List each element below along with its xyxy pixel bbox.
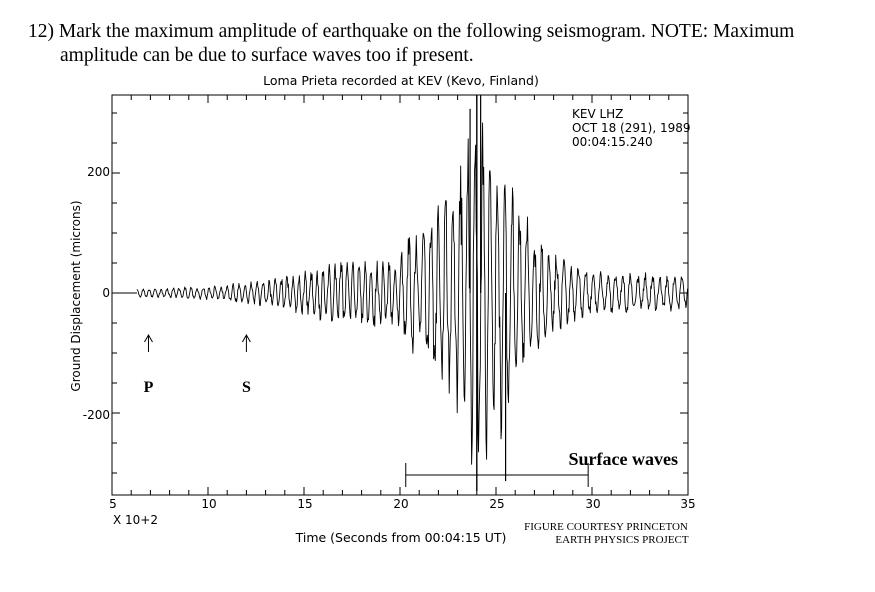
p-wave-label: P — [144, 379, 154, 396]
phase-arrows — [144, 333, 251, 352]
question-text: 12) Mark the maximum amplitude of earthq… — [28, 20, 858, 68]
question-line-1: 12) Mark the maximum amplitude of earthq… — [28, 21, 795, 42]
x-axis-ticks — [111, 95, 689, 495]
credit-line-2: EARTH PHYSICS PROJECT — [555, 534, 688, 546]
x-tick-label-30: 30 — [585, 497, 600, 511]
y-tick-label-neg200: -200 — [83, 408, 110, 422]
y-axis-label: Ground Displacement (microns) — [69, 200, 83, 391]
y-axis-ticks — [112, 112, 688, 474]
seismogram-trace — [136, 122, 689, 465]
up-arrow-icon — [241, 333, 251, 343]
station-code: KEV LHZ — [572, 107, 623, 121]
station-time: 00:04:15.240 — [572, 135, 653, 149]
x-tick-label-5: 5 — [109, 497, 117, 511]
s-wave-label: S — [242, 379, 251, 396]
x-tick-label-10: 10 — [201, 497, 216, 511]
max-amplitude-spikes — [469, 95, 507, 491]
surface-waves-label: Surface waves — [569, 449, 678, 469]
chart-title: Loma Prieta recorded at KEV (Kevo, Finla… — [263, 73, 539, 88]
x-axis-label: Time (Seconds from 00:04:15 UT) — [295, 530, 507, 545]
x-tick-label-20: 20 — [393, 497, 408, 511]
y-tick-label-0: 0 — [102, 286, 110, 300]
credit-line-1: FIGURE COURTESY PRINCETON — [524, 521, 688, 533]
y-tick-label-200: 200 — [87, 165, 110, 179]
x-multiplier-label: X 10+2 — [113, 513, 158, 527]
x-tick-label-25: 25 — [489, 497, 504, 511]
x-tick-label-15: 15 — [297, 497, 312, 511]
up-arrow-icon — [144, 333, 153, 343]
surface-waves-bracket — [405, 463, 589, 487]
station-date: OCT 18 (291), 1989 — [572, 121, 691, 135]
x-tick-label-35: 35 — [680, 497, 695, 511]
question-line-2: amplitude can be due to surface waves to… — [60, 45, 474, 66]
